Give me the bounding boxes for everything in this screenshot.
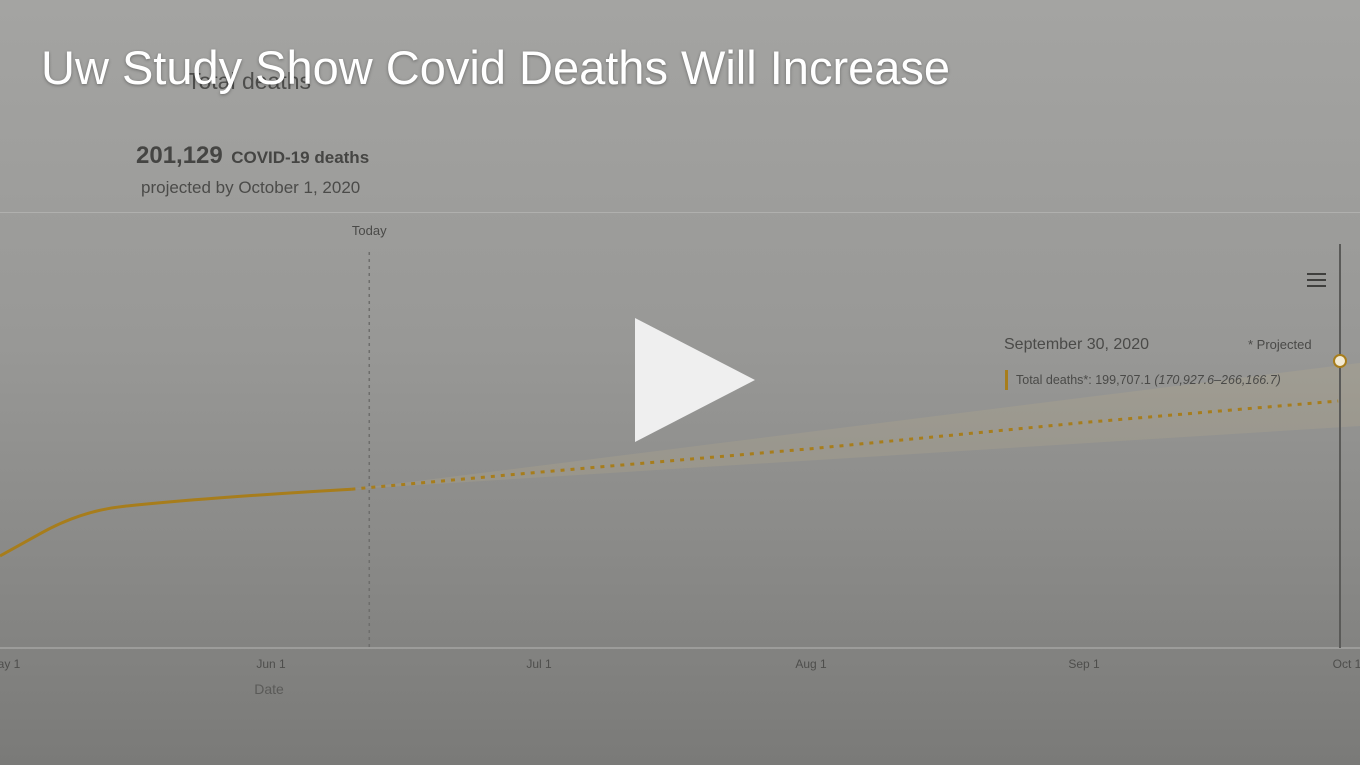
uncertainty-band-layer [351,362,1360,490]
stat-unit: COVID-19 deaths [231,148,370,167]
x-tick-label: Jun 1 [256,657,286,671]
divider [0,212,1360,213]
x-axis-label: Date [254,681,284,697]
hover-point[interactable] [1333,354,1347,368]
x-tick-label: Jul 1 [526,657,552,671]
x-tick-label: May 1 [0,657,21,671]
projection-stat: 201,129 COVID-19 deaths [136,142,369,170]
x-tick-label: Sep 1 [1068,657,1100,671]
play-icon[interactable] [630,318,760,442]
tooltip-range: (170,927.6–266,166.7) [1154,373,1281,387]
x-tick-label: Aug 1 [795,657,827,671]
projected-series-line [351,399,1339,491]
stat-number: 201,129 [136,142,223,169]
uncertainty-band [351,362,1360,490]
tooltip-row: Total deaths*: 199,707.1 (170,927.6–266,… [1005,370,1281,390]
hamburger-menu-icon[interactable] [1307,273,1326,289]
stat-subtitle: projected by October 1, 2020 [141,178,361,197]
observed-series-line [0,487,352,558]
x-axis-ticks: May 1 Jun 1 Jul 1 Aug 1 Sep 1 Oct 1 [0,657,1360,671]
today-label: Today [352,223,387,238]
chart-heading: Total deaths [187,68,312,94]
tooltip-date: September 30, 2020 [1004,336,1149,353]
tooltip-projected-note: * Projected [1248,337,1312,352]
tooltip-value: 199,707.1 [1095,373,1151,387]
video-title: Uw Study Show Covid Deaths Will Increase [41,41,951,94]
x-tick-label: Oct 1 [1333,657,1360,671]
tooltip-label: Total deaths*: [1016,373,1092,387]
